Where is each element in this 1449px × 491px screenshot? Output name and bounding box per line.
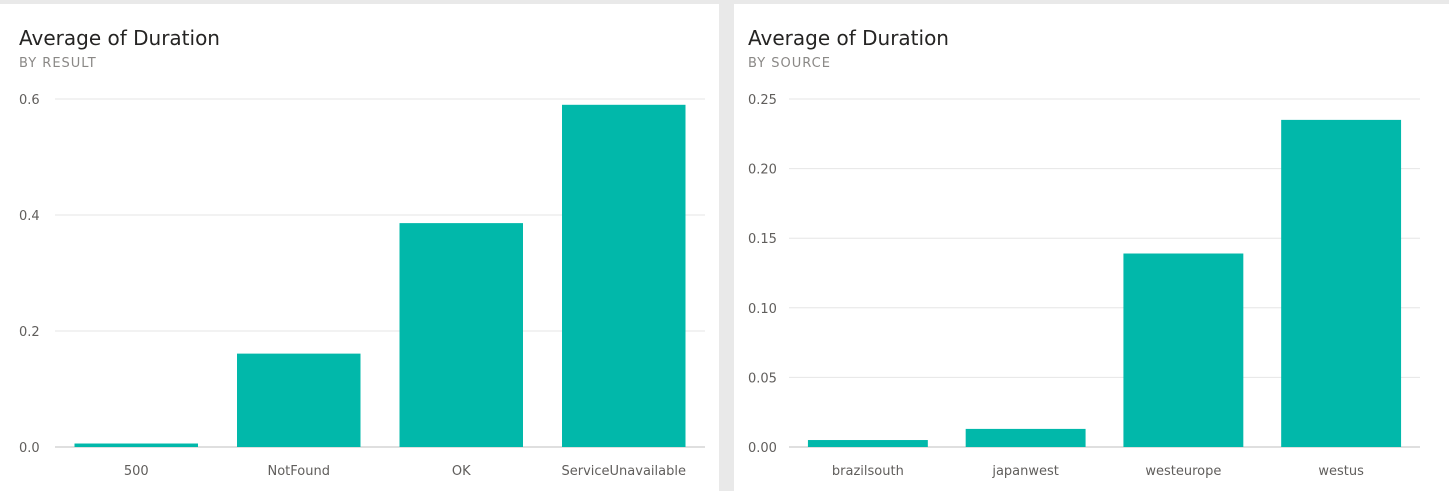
bar-OK bbox=[399, 223, 523, 447]
y-tick-label: 0.6 bbox=[19, 93, 40, 108]
chart-panel-by-source[interactable]: Average of Duration BY SOURCE 0.00 0.05 0.… bbox=[734, 4, 1449, 491]
chart-subtitle: BY RESULT bbox=[19, 56, 97, 71]
y-tick-label: 0.25 bbox=[748, 93, 777, 108]
bar-japanwest bbox=[965, 428, 1086, 447]
y-tick-label: 0.2 bbox=[19, 325, 40, 340]
x-category-label: OK bbox=[452, 464, 471, 479]
y-tick-label: 0.4 bbox=[19, 209, 40, 224]
y-tick-label: 0.10 bbox=[748, 302, 777, 317]
bar-chart-by-source: 0.00 0.05 0.10 0.15 0.20 0.25 brazilsouth japan… bbox=[748, 93, 1420, 479]
bar-brazilsouth bbox=[807, 440, 928, 447]
bar-NotFound bbox=[237, 353, 361, 447]
chart-title: Average of Duration bbox=[748, 26, 949, 50]
chart-panel-by-result[interactable]: Average of Duration BY RESULT 0.0 0.2 0.4 0… bbox=[0, 4, 719, 491]
bar-westus bbox=[1281, 119, 1402, 447]
bar-chart-by-result: 0.0 0.2 0.4 0.6 500 NotFound OK ServiceUnavaila… bbox=[19, 93, 705, 479]
y-tick-label: 0.00 bbox=[748, 441, 777, 456]
y-tick-label: 0.15 bbox=[748, 232, 777, 247]
x-category-label: westeurope bbox=[1145, 464, 1221, 479]
y-tick-label: 0.05 bbox=[748, 371, 777, 386]
bar-500 bbox=[74, 443, 198, 447]
bar-ServiceUnavailable bbox=[562, 104, 686, 448]
x-category-label: brazilsouth bbox=[832, 464, 904, 479]
x-category-label: japanwest bbox=[991, 464, 1059, 479]
x-category-label: ServiceUnavailable bbox=[562, 464, 686, 479]
x-category-label: 500 bbox=[124, 464, 149, 479]
chart-subtitle: BY SOURCE bbox=[748, 56, 831, 71]
x-category-label: NotFound bbox=[268, 464, 330, 479]
bar-westeurope bbox=[1123, 253, 1244, 447]
y-tick-label: 0.0 bbox=[19, 441, 40, 456]
x-category-label: westus bbox=[1318, 464, 1364, 479]
chart-title: Average of Duration bbox=[19, 26, 220, 50]
y-tick-label: 0.20 bbox=[748, 163, 777, 178]
